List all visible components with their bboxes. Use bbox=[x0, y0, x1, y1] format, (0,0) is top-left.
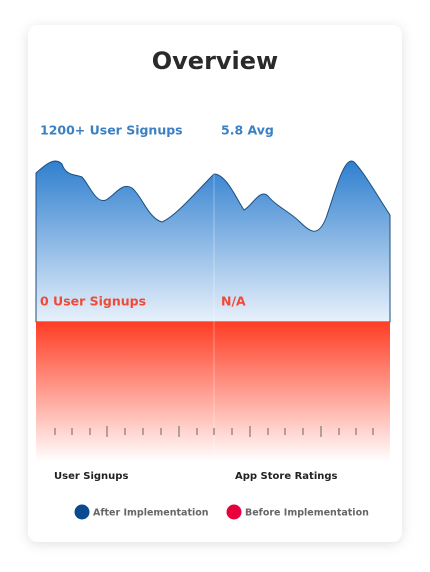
legend-label: Before Implementation bbox=[245, 508, 369, 519]
before-signups: 0 User Signups bbox=[40, 294, 146, 309]
legend-swatch bbox=[226, 504, 242, 520]
before-ratings: N/A bbox=[221, 294, 246, 309]
legend-label: After Implementation bbox=[93, 508, 209, 519]
after-signups: 1200+ User Signups bbox=[40, 123, 183, 138]
column-label: User Signups bbox=[54, 471, 128, 482]
after-area bbox=[35, 160, 391, 323]
ruler bbox=[54, 426, 374, 437]
before-area bbox=[36, 322, 390, 462]
title: Overview bbox=[152, 47, 278, 75]
after-ratings: 5.8 Avg bbox=[221, 123, 274, 138]
legend-swatch bbox=[74, 504, 90, 520]
column-label: App Store Ratings bbox=[235, 471, 338, 482]
